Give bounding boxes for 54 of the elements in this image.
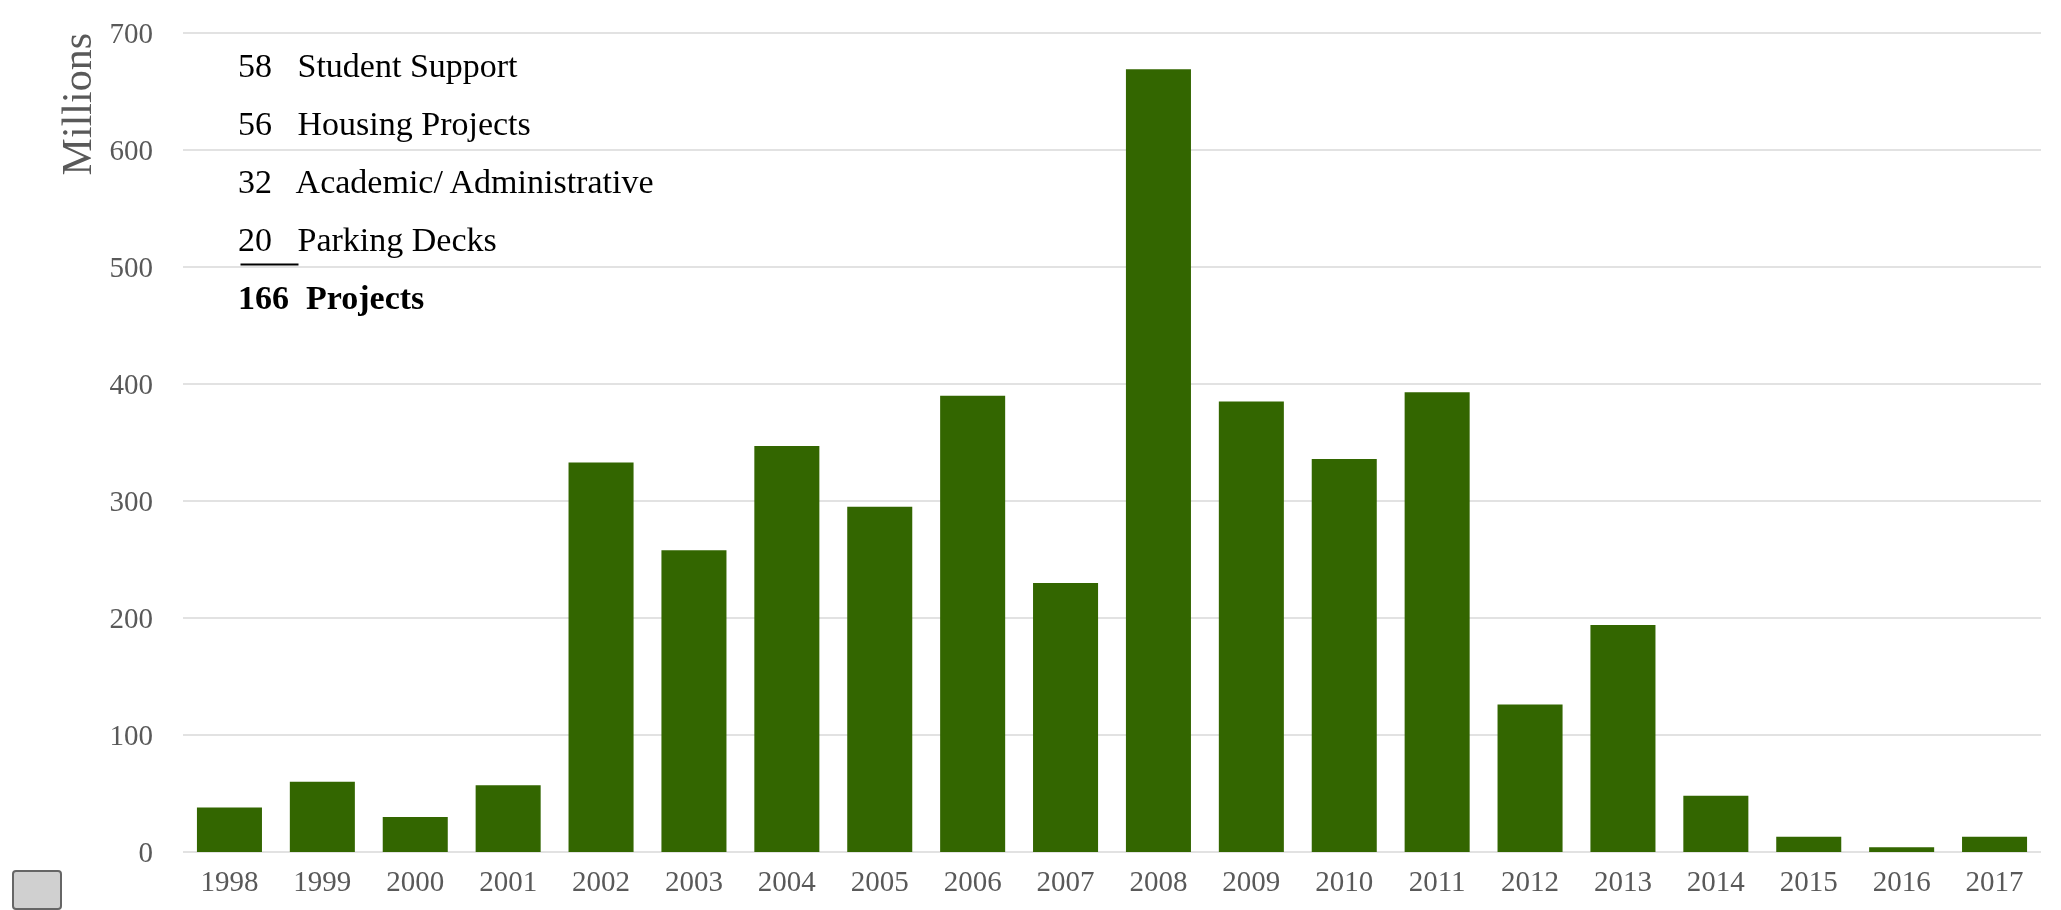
x-tick-label: 2014 — [1686, 864, 1746, 897]
bar — [289, 781, 355, 852]
x-tick-label: 2010 — [1315, 864, 1374, 897]
y-tick-label: 100 — [109, 719, 153, 751]
y-tick-label: 500 — [109, 251, 153, 283]
bar — [1497, 704, 1563, 852]
annotation: 20 Parking Decks — [238, 220, 497, 258]
bar — [1218, 401, 1284, 852]
annotation: 58 Student Support — [238, 46, 519, 84]
bar — [1590, 625, 1656, 852]
x-tick-label: 2002 — [572, 864, 631, 897]
bar — [1869, 847, 1935, 852]
y-tick-label: 200 — [109, 602, 153, 634]
bar — [1311, 458, 1377, 852]
bar — [754, 446, 820, 852]
x-tick-label: 2005 — [850, 864, 909, 897]
x-tick-label: 2006 — [943, 864, 1002, 897]
y-tick-label: 0 — [138, 836, 153, 868]
x-tick-label: 2003 — [664, 864, 723, 897]
x-tick-label: 2001 — [479, 864, 538, 897]
y-tick-label: 400 — [109, 368, 153, 400]
annotation: 166 Projects — [238, 278, 425, 316]
bar — [1404, 392, 1470, 852]
x-tick-label: 1999 — [293, 864, 352, 897]
x-tick-label: 2008 — [1129, 864, 1188, 897]
x-tick-label: 1998 — [200, 864, 259, 897]
bar — [1033, 582, 1099, 852]
bar — [382, 816, 448, 852]
bar — [1776, 836, 1842, 852]
y-tick-label: 700 — [109, 17, 153, 49]
bar — [940, 395, 1006, 852]
x-tick-label: 2015 — [1779, 864, 1838, 897]
bar — [847, 506, 913, 852]
bar — [568, 462, 634, 852]
x-tick-label: 2007 — [1036, 864, 1095, 897]
bar — [1962, 836, 2028, 852]
bar — [1125, 69, 1191, 852]
x-tick-label: 2013 — [1593, 864, 1652, 897]
bar — [475, 785, 541, 852]
x-tick-label: 2000 — [386, 864, 445, 897]
y-tick-label: 300 — [109, 485, 153, 517]
x-tick-label: 2017 — [1965, 864, 2024, 897]
x-tick-label: 2009 — [1222, 864, 1281, 897]
y-tick-label: 600 — [109, 134, 153, 166]
annotation: 32 Academic/ Administrative — [238, 162, 654, 200]
bar — [196, 807, 262, 852]
bar — [661, 550, 727, 852]
x-tick-label: 2004 — [757, 864, 817, 897]
bar — [1683, 795, 1749, 852]
y-axis-title: Millions — [54, 33, 100, 176]
annotation: 56 Housing Projects — [238, 104, 531, 142]
x-tick-label: 2016 — [1872, 864, 1931, 897]
x-tick-label: 2011 — [1408, 864, 1466, 897]
x-tick-label: 2012 — [1501, 864, 1560, 897]
